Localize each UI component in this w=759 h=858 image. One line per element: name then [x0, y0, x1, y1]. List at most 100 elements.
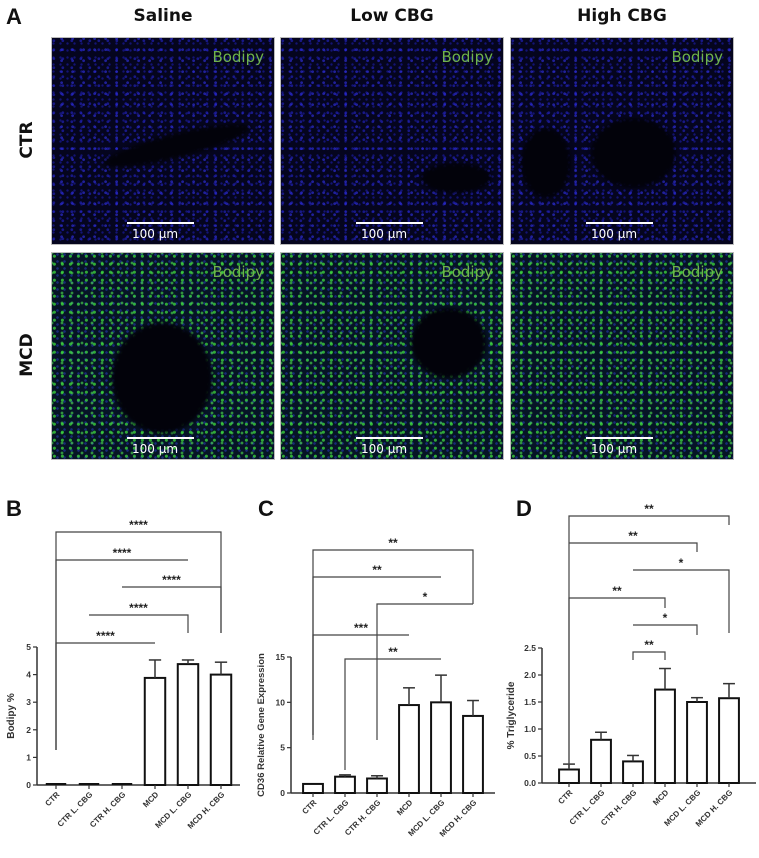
y-axis-label: CD36 Relative Gene Expression: [256, 653, 267, 797]
significance-label: ****: [129, 518, 148, 532]
panel-a-letter: A: [6, 4, 22, 29]
bar: [302, 782, 324, 794]
significance-label: *: [423, 590, 428, 604]
significance-label: ***: [354, 621, 368, 635]
scale-bar-label: 100 µm: [361, 227, 408, 241]
x-tick-label: CTR: [300, 798, 318, 816]
micrograph-ctr-high-cbg: Bodipy 100 µm: [510, 37, 734, 245]
significance-label: **: [628, 529, 638, 543]
y-tick-label: 0.0: [524, 778, 536, 788]
scale-bar-label: 100 µm: [361, 442, 408, 456]
bar: [654, 688, 676, 784]
y-tick-label: 1: [26, 752, 31, 762]
y-axis-label: Bodipy %: [6, 693, 17, 739]
scale-bar: [586, 222, 653, 224]
y-tick-label: 0: [280, 788, 285, 798]
y-tick-label: 10: [276, 697, 286, 707]
micrograph-ctr-low-cbg: Bodipy 100 µm: [280, 37, 504, 245]
significance-label: ****: [113, 546, 132, 560]
y-tick-label: 0.5: [524, 751, 536, 761]
scale-bar: [356, 437, 423, 439]
y-tick-label: 4: [26, 670, 31, 680]
column-title-saline: Saline: [133, 6, 193, 26]
stain-label: Bodipy: [212, 48, 264, 66]
significance-bracket: [55, 559, 188, 750]
column-title-low-cbg: Low CBG: [350, 6, 434, 26]
micrograph-mcd-high-cbg: Bodipy 100 µm: [510, 252, 734, 460]
micrograph-mcd-low-cbg: Bodipy 100 µm: [280, 252, 504, 460]
y-tick-label: 2.5: [524, 643, 536, 653]
y-tick-label: 1.5: [524, 697, 536, 707]
significance-bracket: [633, 624, 698, 635]
significance-bracket: [89, 614, 189, 633]
bar: [686, 701, 708, 784]
bar: [366, 777, 388, 795]
y-tick-label: 0: [26, 780, 31, 790]
y-tick-label: 5: [26, 642, 31, 652]
scale-bar-label: 100 µm: [132, 442, 179, 456]
stain-label: Bodipy: [212, 263, 264, 281]
bar: [718, 697, 740, 784]
micrograph-ctr-saline: Bodipy 100 µm: [51, 37, 275, 245]
scale-bar: [127, 437, 194, 439]
stain-label: Bodipy: [441, 263, 493, 281]
y-tick-label: 15: [276, 652, 286, 662]
significance-label: ****: [162, 573, 181, 587]
column-title-high-cbg: High CBG: [577, 6, 667, 26]
y-tick-label: 5: [280, 743, 285, 753]
bar: [622, 760, 644, 784]
significance-label: ****: [129, 601, 148, 615]
panel-c-letter: C: [258, 496, 274, 521]
significance-bracket: [55, 642, 155, 750]
x-tick-label: CTR: [43, 790, 61, 808]
significance-label: **: [612, 584, 622, 598]
row-title-ctr: CTR: [17, 121, 37, 159]
bar: [176, 663, 200, 786]
significance-bracket: [344, 658, 441, 770]
significance-label: *: [663, 611, 668, 625]
x-tick-label: MCD: [141, 790, 160, 809]
scale-bar: [127, 222, 194, 224]
scale-bar-label: 100 µm: [591, 442, 638, 456]
y-tick-label: 3: [26, 697, 31, 707]
significance-label: **: [644, 502, 654, 516]
bar: [334, 775, 356, 794]
panel-d-letter: D: [516, 496, 532, 521]
y-axis-label: % Triglyceride: [506, 681, 517, 749]
significance-label: ****: [96, 629, 115, 643]
significance-label: **: [644, 638, 654, 652]
significance-bracket: [55, 531, 222, 750]
scale-bar: [356, 222, 423, 224]
significance-bracket: [568, 515, 730, 768]
significance-bracket: [376, 603, 473, 740]
significance-bracket: [569, 542, 698, 552]
y-tick-label: 2: [26, 725, 31, 735]
significance-bracket: [633, 569, 730, 633]
significance-label: **: [388, 645, 398, 659]
scale-bar-label: 100 µm: [591, 227, 638, 241]
stain-label: Bodipy: [441, 48, 493, 66]
bar: [558, 768, 580, 784]
y-tick-label: 1.0: [524, 724, 536, 734]
bar: [590, 738, 612, 785]
x-tick-label: MCD: [395, 798, 414, 817]
micrograph-mcd-saline: Bodipy 100 µm: [51, 252, 275, 460]
significance-bracket: [632, 651, 666, 660]
scale-bar: [586, 437, 653, 439]
bar: [398, 704, 420, 794]
y-tick-label: 2.0: [524, 670, 536, 680]
panel-b-letter: B: [6, 496, 22, 521]
stain-label: Bodipy: [671, 263, 723, 281]
bar: [430, 701, 452, 794]
significance-label: **: [372, 563, 382, 577]
x-tick-label: MCD: [651, 788, 670, 807]
significance-bracket: [312, 549, 474, 740]
stain-label: Bodipy: [671, 48, 723, 66]
significance-label: *: [679, 556, 684, 570]
significance-bracket: [568, 597, 666, 768]
significance-label: **: [388, 536, 398, 550]
bar: [143, 676, 167, 786]
